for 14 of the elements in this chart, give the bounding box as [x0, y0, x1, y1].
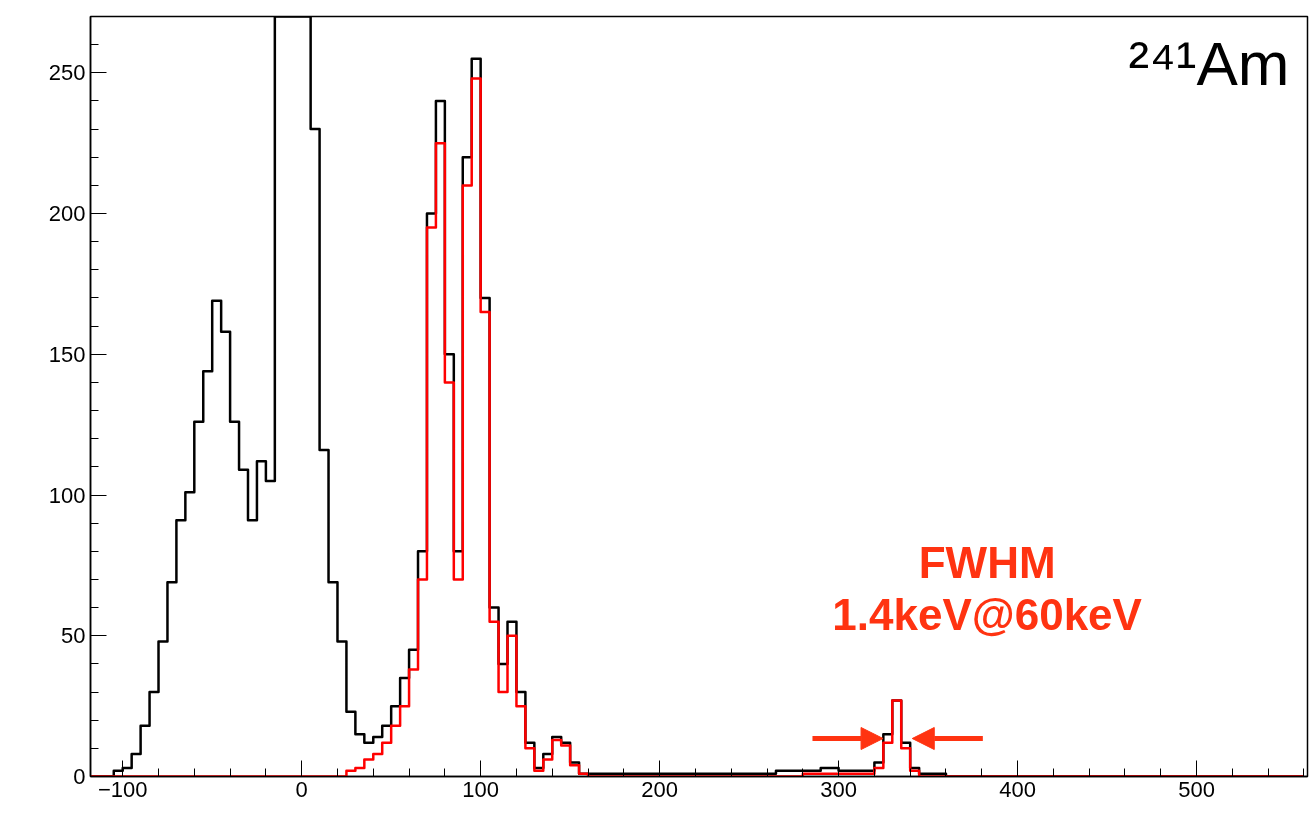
y-tick-label: 150	[48, 341, 86, 367]
x-tick-label: −100	[97, 776, 148, 802]
x-tick-label: 0	[295, 776, 308, 802]
y-tick-label: 50	[61, 623, 86, 649]
annotation: FWHM 1.4keV@60keV	[832, 537, 1143, 639]
x-tick-label: 500	[1178, 776, 1215, 802]
annotation: ²⁴¹Am	[1128, 28, 1290, 98]
y-tick-label: 200	[48, 201, 86, 227]
x-tick-label: 100	[462, 776, 500, 802]
y-tick-label: 250	[48, 60, 86, 86]
x-tick-label: 200	[641, 776, 678, 802]
y-tick-label: 100	[48, 482, 86, 508]
x-tick-label: 300	[820, 776, 857, 802]
x-tick-label: 400	[999, 776, 1036, 802]
